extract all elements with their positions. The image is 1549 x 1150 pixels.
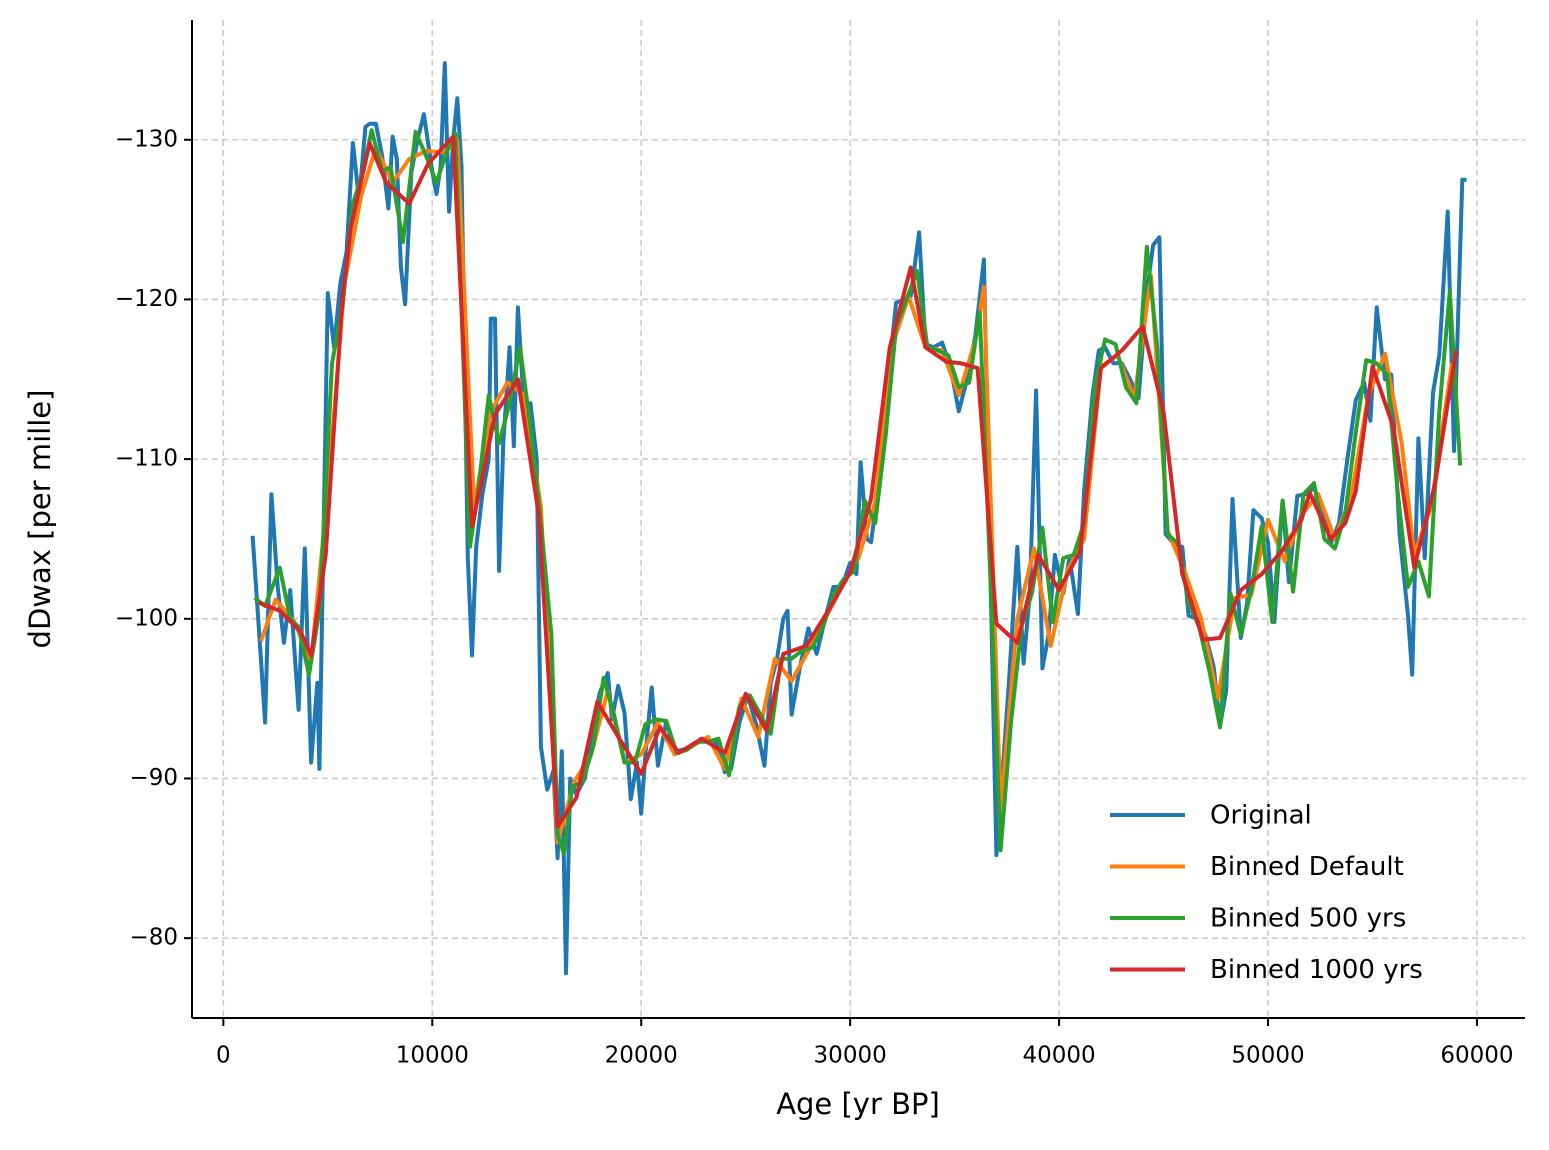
x-tick-label: 10000 <box>396 1043 469 1069</box>
x-tick-label: 60000 <box>1440 1043 1513 1069</box>
y-axis-label: dDwax [per mille] <box>23 390 57 649</box>
x-tick-label: 30000 <box>814 1043 887 1069</box>
y-tick-label: −90 <box>129 765 178 791</box>
x-tick-label: 50000 <box>1231 1043 1304 1069</box>
y-tick-label: −110 <box>115 446 178 472</box>
y-tick-label: −100 <box>115 605 178 631</box>
x-axis-label: Age [yr BP] <box>776 1087 940 1121</box>
legend-label: Original <box>1210 801 1312 831</box>
legend-label: Binned Default <box>1210 852 1404 882</box>
series-line <box>253 128 1463 856</box>
y-tick-label: −130 <box>115 126 178 152</box>
legend-label: Binned 500 yrs <box>1210 904 1406 934</box>
x-tick-label: 0 <box>216 1043 231 1069</box>
series-line <box>259 137 1454 845</box>
legend-label: Binned 1000 yrs <box>1210 955 1423 985</box>
x-tick-label: 40000 <box>1022 1043 1095 1069</box>
x-tick-label: 20000 <box>605 1043 678 1069</box>
series-line <box>258 134 1459 829</box>
y-tick-label: −80 <box>129 925 178 951</box>
y-tick-label: −120 <box>115 286 178 312</box>
